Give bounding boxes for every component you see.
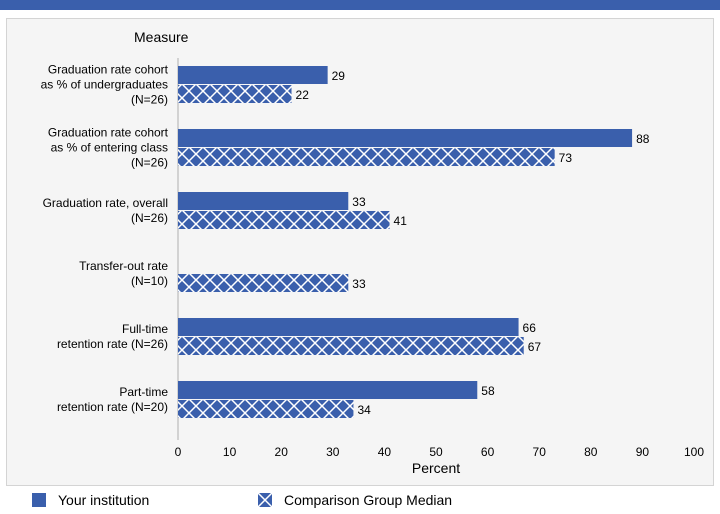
category-label: (N=26): [131, 156, 168, 170]
bar-comparison-median: [178, 337, 524, 355]
category-label: as % of entering class: [51, 141, 168, 155]
x-axis-title: Percent: [412, 460, 460, 476]
header-accent-bar: [0, 0, 720, 10]
bar-your-institution: [178, 318, 519, 336]
bar-value-label: 33: [352, 277, 366, 291]
bar-your-institution: [178, 129, 633, 147]
x-tick-label: 0: [175, 445, 182, 459]
category-label: Graduation rate cohort: [48, 63, 169, 77]
bar-value-label: 73: [559, 151, 573, 165]
bar-value-label: 58: [481, 384, 495, 398]
bar-value-label: 88: [636, 132, 650, 146]
bar-value-label: 41: [394, 214, 408, 228]
crosshatch-swatch-icon: [258, 493, 272, 507]
x-tick-label: 50: [429, 445, 443, 459]
bar-chart: Measure Percent 0 10 20 30 40 50 60 70 80 90 100 Gr…: [41, 29, 705, 476]
bar-value-label: 66: [523, 321, 537, 335]
category-label: (N=26): [131, 211, 168, 225]
x-tick-label: 100: [684, 445, 704, 459]
x-tick-label: 80: [584, 445, 598, 459]
category-label: retention rate (N=20): [57, 400, 168, 414]
category-label: Graduation rate, overall: [43, 196, 168, 210]
x-tick-label: 90: [636, 445, 650, 459]
plot-area: 0 10 20 30 40 50 60 70 80 90 100 Graduation rate co…: [41, 58, 704, 459]
legend-label: Comparison Group Median: [284, 492, 453, 508]
category-label: Transfer-out rate: [79, 259, 168, 273]
x-tick-label: 20: [275, 445, 289, 459]
x-tick-label: 60: [481, 445, 495, 459]
bar-your-institution: [178, 66, 328, 84]
category-label: Full-time: [122, 322, 168, 336]
bar-value-label: 34: [357, 403, 371, 417]
category-label: (N=26): [131, 93, 168, 107]
legend-label: Your institution: [58, 492, 150, 508]
category-label: retention rate (N=26): [57, 337, 168, 351]
bar-comparison-median: [178, 274, 349, 292]
bar-value-label: 22: [296, 88, 310, 102]
category-label: Part-time: [119, 385, 168, 399]
x-tick-label: 10: [223, 445, 237, 459]
x-tick-label: 40: [378, 445, 392, 459]
bar-comparison-median: [178, 85, 292, 103]
legend: Your institution Comparison Group Median: [0, 488, 720, 514]
category-label: as % of undergraduates: [41, 78, 168, 92]
bar-comparison-median: [178, 400, 354, 418]
x-tick-label: 70: [533, 445, 547, 459]
chart-panel: [6, 18, 714, 486]
bar-value-label: 67: [528, 340, 542, 354]
bar-your-institution: [178, 381, 478, 399]
y-axis-title: Measure: [134, 29, 189, 45]
bar-value-label: 29: [332, 69, 346, 83]
category-label: (N=10): [131, 274, 168, 288]
bar-value-label: 33: [352, 195, 366, 209]
category-label: Graduation rate cohort: [48, 126, 169, 140]
bar-your-institution: [178, 192, 349, 210]
x-tick-label: 30: [326, 445, 340, 459]
bar-comparison-median: [178, 211, 390, 229]
bar-comparison-median: [178, 148, 555, 166]
solid-swatch-icon: [32, 493, 46, 507]
